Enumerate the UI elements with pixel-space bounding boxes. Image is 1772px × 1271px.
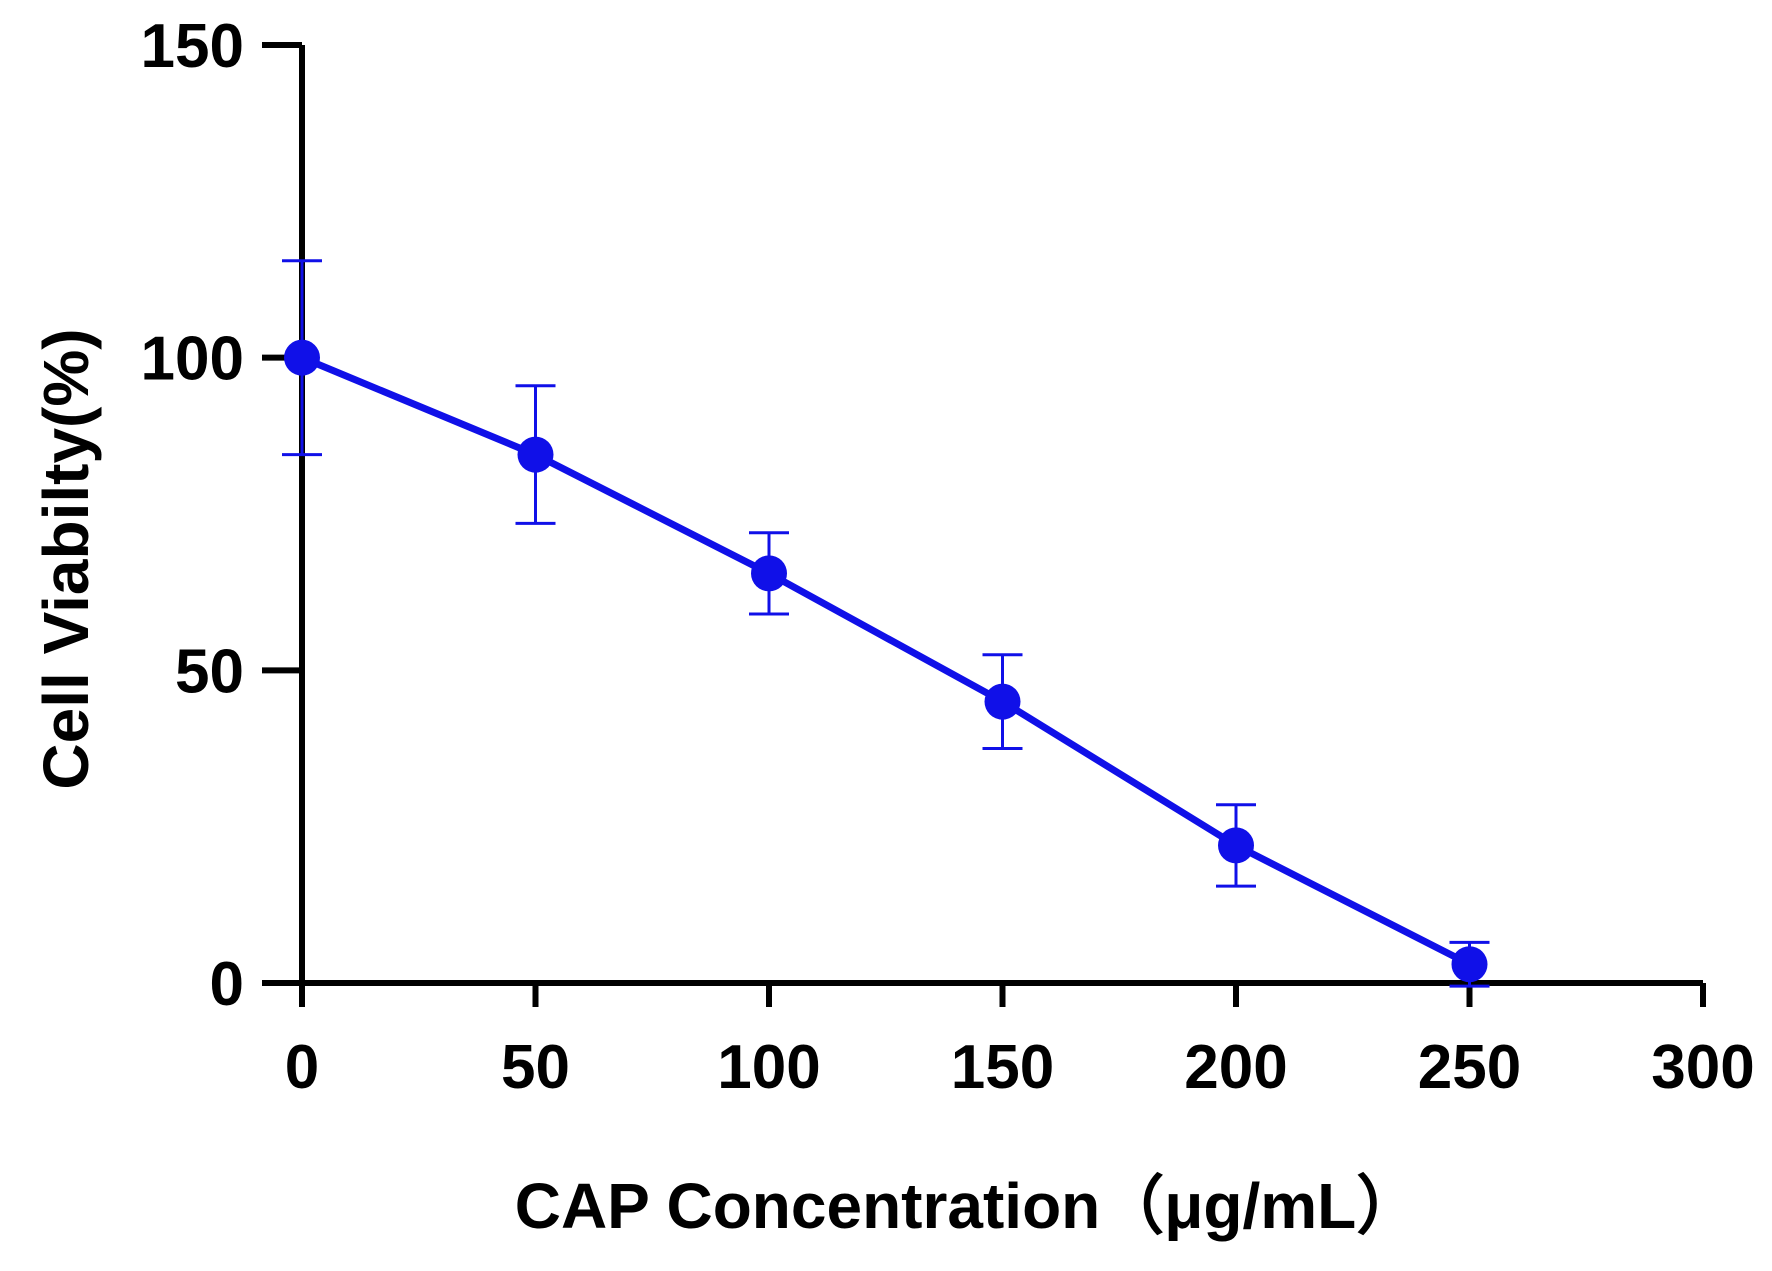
x-ticks: 0 50 100 150 200 250 300 (285, 983, 1755, 1102)
series-layer (282, 259, 1490, 988)
x-axis-title: CAP Concentration（μg/mL） (515, 1170, 1421, 1242)
x-tick-label: 100 (717, 1033, 820, 1102)
y-ticks: 0 50 100 150 (141, 12, 302, 1019)
y-tick-label: 0 (210, 950, 244, 1019)
x-tick-label: 200 (1184, 1033, 1287, 1102)
data-point (984, 683, 1021, 720)
data-point (517, 436, 554, 473)
x-tick-label: 250 (1418, 1033, 1521, 1102)
data-point (284, 339, 320, 376)
x-tick-label: 0 (285, 1033, 319, 1102)
data-point (1218, 827, 1254, 864)
y-tick-label: 100 (141, 325, 244, 394)
data-point (1451, 946, 1488, 983)
x-tick-label: 150 (951, 1033, 1054, 1102)
series-line (300, 354, 1472, 968)
y-axis-title: Cell Viabilty(%) (30, 328, 102, 789)
axes (262, 45, 1703, 1003)
x-tick-label: 50 (501, 1033, 570, 1102)
x-tick-label: 300 (1651, 1033, 1754, 1102)
y-tick-label: 150 (141, 12, 244, 81)
y-tick-label: 50 (175, 637, 244, 706)
data-point (751, 555, 787, 592)
